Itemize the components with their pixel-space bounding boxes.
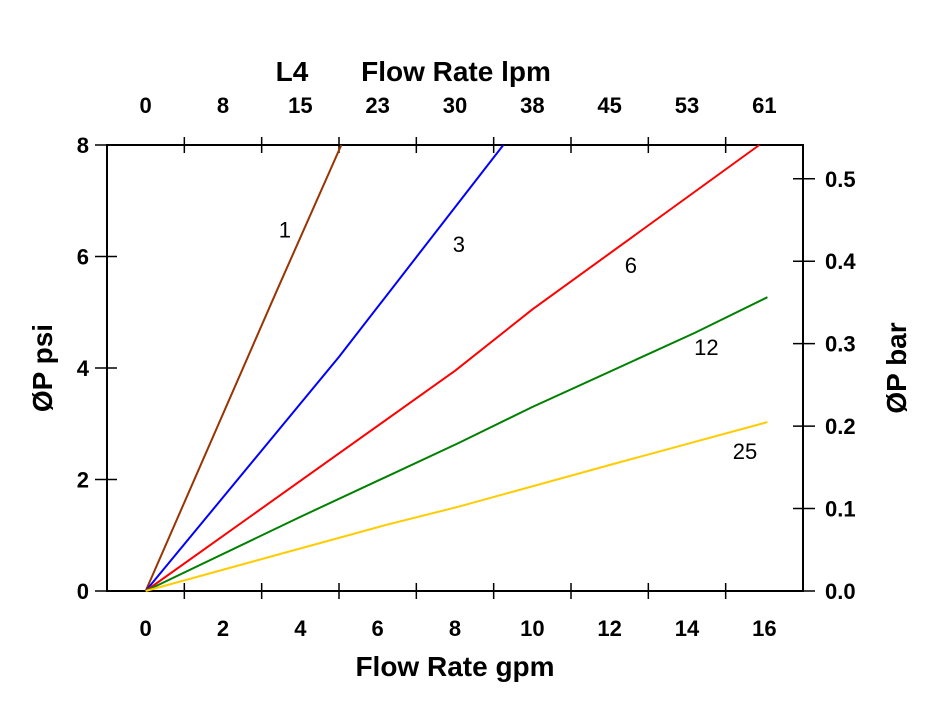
- y2-tick-label: 0.2: [825, 414, 856, 439]
- y2-tick-label: 0.0: [825, 579, 856, 604]
- x-tick-label: 2: [217, 616, 229, 641]
- x-tick-label: 12: [597, 616, 621, 641]
- x-tick-label: 6: [372, 616, 384, 641]
- y-tick-label: 4: [77, 356, 90, 381]
- chart-title: L4: [276, 56, 309, 87]
- y2-tick-label: 0.5: [825, 167, 856, 192]
- x2-tick-label: 0: [140, 93, 152, 118]
- x2-tick-label: 23: [365, 93, 389, 118]
- x2-tick-label: 45: [597, 93, 621, 118]
- x2-tick-label: 8: [217, 93, 229, 118]
- y-tick-label: 6: [77, 245, 89, 270]
- y2-axis-label: ØP bar: [881, 322, 912, 413]
- x-tick-label: 0: [140, 616, 152, 641]
- y-axis-label: ØP psi: [27, 324, 58, 412]
- y2-tick-label: 0.3: [825, 332, 856, 357]
- x2-tick-label: 38: [520, 93, 544, 118]
- series-line-6: [145, 144, 760, 592]
- y-tick-label: 2: [77, 468, 89, 493]
- series-line-25: [145, 421, 768, 592]
- x-tick-label: 16: [752, 616, 776, 641]
- x2-tick-label: 61: [752, 93, 776, 118]
- x-tick-label: 14: [675, 616, 700, 641]
- y2-tick-label: 0.4: [825, 249, 856, 274]
- y2-tick-label: 0.1: [825, 497, 856, 522]
- series-line-3: [144, 144, 505, 592]
- series-label-6: 6: [625, 253, 637, 278]
- series-label-1: 1: [279, 218, 291, 243]
- series-line-12: [145, 296, 768, 592]
- x-tick-label: 4: [294, 616, 307, 641]
- plot-frame: [106, 144, 804, 592]
- series-label-3: 3: [453, 232, 465, 257]
- y-tick-label: 0: [77, 579, 89, 604]
- x-axis-label: Flow Rate gpm: [355, 651, 554, 682]
- x-tick-label: 8: [449, 616, 461, 641]
- x2-tick-label: 53: [675, 93, 699, 118]
- x2-tick-label: 15: [288, 93, 312, 118]
- series-line-1: [144, 144, 343, 592]
- x2-tick-label: 30: [443, 93, 467, 118]
- y-tick-label: 8: [77, 133, 89, 158]
- series-label-12: 12: [694, 335, 718, 360]
- top-axis-label: Flow Rate lpm: [361, 56, 551, 87]
- x-tick-label: 10: [520, 616, 544, 641]
- series-label-25: 25: [733, 439, 757, 464]
